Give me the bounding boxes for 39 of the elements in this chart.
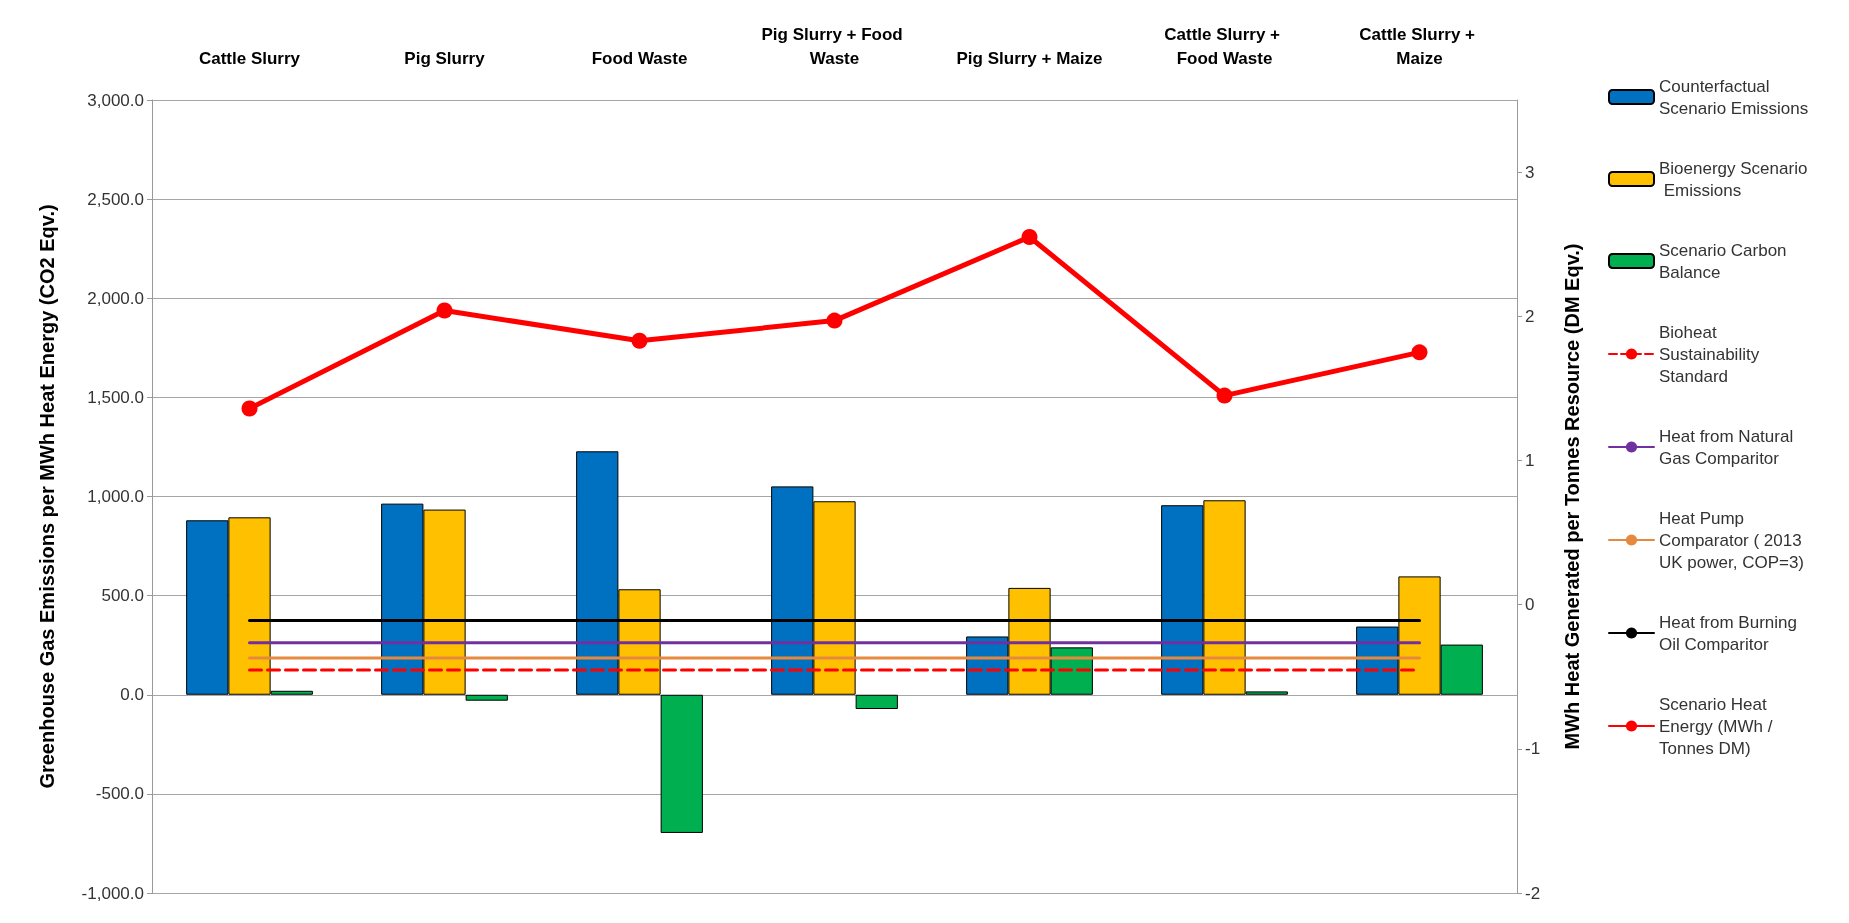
y-tick-label: 2,000.0: [87, 288, 144, 308]
point: [1216, 387, 1233, 404]
point: [826, 312, 843, 329]
y-tick-label: -1,000.0: [81, 883, 144, 903]
legend-label: Scenario Heat Energy (MWh / Tonnes DM): [1659, 694, 1778, 758]
x-tick-label: Pig Slurry + Maize: [956, 48, 1103, 68]
point: [1021, 228, 1038, 245]
point: [436, 302, 453, 319]
y2-tick-label: 0: [1525, 595, 1535, 615]
legend-label: Heat from Burning Oil Comparitor: [1659, 612, 1802, 654]
y2-tick-label: -1: [1525, 739, 1541, 759]
y2-tick-label: -2: [1525, 883, 1541, 903]
point: [631, 332, 648, 349]
legend-label: Heat Pump Comparator ( 2013 UK power, COP=3): [1659, 508, 1807, 572]
x-tick-label: Cattle Slurry + Food Waste: [1164, 24, 1285, 68]
legend-label: Bioenergy Scenario Emissions: [1659, 158, 1808, 200]
y2-tick-label: 2: [1525, 306, 1535, 326]
y-tick-label: 3,000.0: [87, 90, 144, 110]
x-tick-label: Food Waste: [591, 48, 688, 68]
y2-tick-label: 3: [1525, 162, 1535, 182]
legend-label: Heat from Natural Gas Comparitor: [1659, 426, 1798, 468]
y-axis-title: Greenhouse Gas Emissions per MWh Heat Energy (CO2 Eqv.): [36, 204, 58, 789]
x-tick-label: Pig Slurry + Food Waste: [761, 24, 908, 68]
legend-label: Counterfactual Scenario Emissions: [1659, 76, 1809, 118]
legend-label: Scenario Carbon Balance: [1659, 240, 1792, 282]
x-tick-label: Pig Slurry: [404, 48, 486, 68]
y2-axis-title: MWh Heat Generated per Tonnes Resource (DM Eqv.): [1561, 243, 1583, 750]
y2-tick-label: 1: [1525, 450, 1535, 470]
x-tick-label: Cattle Slurry + Maize: [1359, 24, 1480, 68]
legend-label: Bioheat Sustainability Standard: [1659, 322, 1764, 386]
y-tick-label: -500.0: [95, 784, 144, 804]
y-tick-label: 1,000.0: [87, 487, 144, 506]
point: [241, 400, 258, 417]
y-tick-label: 0.0: [120, 685, 144, 705]
y-tick-label: 2,500.0: [87, 189, 144, 209]
y-tick-label: 500.0: [101, 586, 144, 606]
y-tick-label: 1,500.0: [87, 387, 144, 407]
x-tick-label: Cattle Slurry: [198, 48, 301, 68]
point: [1411, 344, 1428, 361]
